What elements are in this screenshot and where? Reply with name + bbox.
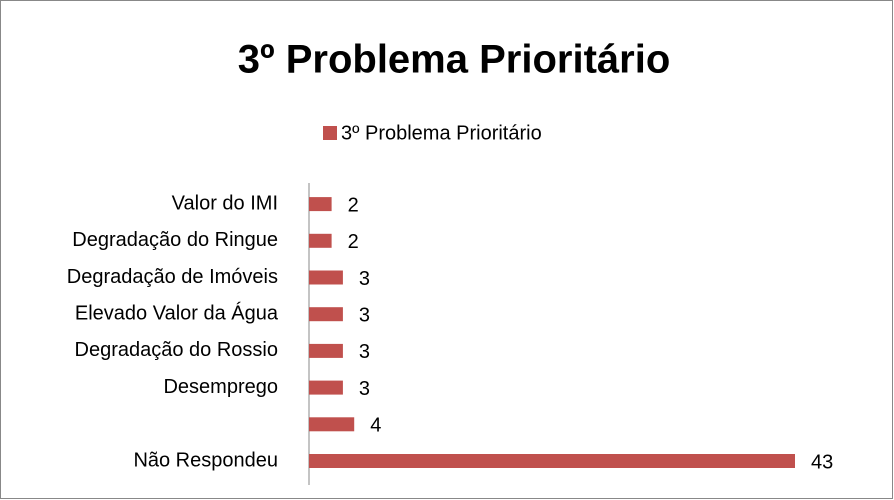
bar [309,307,343,322]
data-label: 3 [359,378,370,400]
y-tick-label: Degradação do Ringue [72,229,278,251]
data-label: 3 [359,268,370,290]
data-label: 43 [811,451,833,473]
y-tick-label: Degradação do Rossio [75,339,278,361]
data-label: 3 [359,341,370,363]
data-label: 2 [348,231,359,253]
data-label: 3 [359,304,370,326]
legend-swatch [323,126,337,140]
bar [309,417,355,432]
bar [309,380,343,395]
bar [309,233,332,248]
bar [309,270,343,285]
y-tick-label: Elevado Valor da Água [75,301,279,324]
data-label: 4 [370,415,381,437]
legend-label: 3º Problema Prioritário [341,122,542,144]
y-tick-label: Desemprego [163,376,278,398]
y-tick-label: Degradação de Imóveis [67,266,278,288]
bar [309,197,332,212]
bar [309,454,795,468]
bar [309,343,343,358]
y-tick-label: Valor do IMI [172,192,278,214]
y-tick-label: Não Respondeu [133,449,278,471]
chart-title: 3º Problema Prioritário [238,38,671,82]
data-label: 2 [348,194,359,216]
